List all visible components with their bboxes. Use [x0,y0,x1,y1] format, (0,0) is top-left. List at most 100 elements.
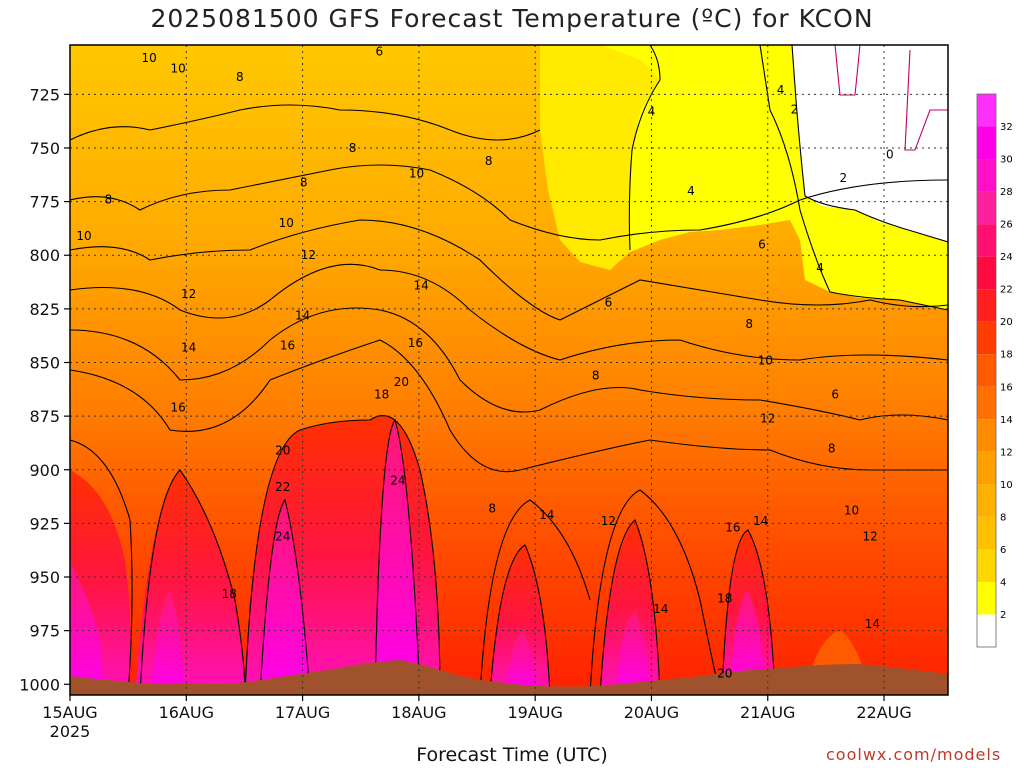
plot-border [69,44,949,696]
isotherm-line [374,418,421,695]
contour-label: 12 [181,287,196,301]
isotherm-line [70,219,948,321]
cool-region-4 [540,45,660,270]
contour-label: 2 [791,102,799,116]
isotherm-line [479,499,591,695]
y-axis: 725 750 775 800 825 850 875 900 925 950 975 1000 [19,85,70,694]
hot-cell-7 [730,590,765,695]
hot-cell-2 [150,590,185,695]
x-tick-label: 22AUG [856,703,911,722]
contour-label: 14 [653,602,668,616]
colorbar-swatch [977,224,996,257]
colorbar-label: 30 [1000,155,1013,166]
colorbar-swatch [977,386,996,420]
isotherm-line [259,498,311,695]
isotherm-line [834,45,948,151]
contour-label: 8 [349,141,357,155]
isotherm-line [489,544,551,695]
hot-cell-4 [375,420,420,695]
isotherm-line [589,489,721,695]
contour-label: 14 [753,514,768,528]
contour-label: 16 [408,336,423,350]
isotherm-line [70,164,948,241]
y-tick-label: 1000 [19,675,60,694]
isotherm-line [70,339,948,473]
y-tick-label: 925 [29,514,60,533]
x-tick-label: 21AUG [740,703,795,722]
plot-field [70,45,948,695]
contour-label: 16 [725,521,740,535]
contour-label: 14 [295,308,310,322]
contour-label: 18 [222,587,237,601]
x-tick-label: 20AUG [624,703,679,722]
contour-label: 8 [300,175,308,189]
contour-label: 8 [592,368,600,382]
isotherm-line [628,45,661,251]
colorbar-label: 28 [1000,187,1013,198]
colorbar-swatch [977,419,996,452]
contour-label: 8 [745,317,753,331]
contour-label: 16 [280,338,295,352]
contour-label: 8 [488,501,496,515]
y-tick-label: 875 [29,407,60,426]
colorbar-label: 6 [1000,545,1006,556]
hot-cell-3 [260,500,310,695]
contour-label: 10 [141,51,156,65]
contour-label: 14 [181,340,196,354]
x-tick-label: 17AUG [275,703,330,722]
contour-label: 0 [886,147,894,161]
terrain [70,660,948,695]
y-tick-label: 750 [29,139,60,158]
colorbar-swatch [977,549,996,582]
contour-label: 24 [390,473,405,487]
y-tick-label: 975 [29,622,60,641]
isotherm-line [70,307,948,421]
colorbar-label: 18 [1000,350,1013,361]
x-tick-year: 2025 [50,722,91,741]
x-tick-label: 16AUG [159,703,214,722]
colorbar-swatch [977,159,996,192]
contour-label: 8 [236,70,244,84]
contour-label: 10 [844,504,859,518]
isotherm-line [70,104,541,141]
hot-cell-5 [505,630,538,695]
colorbar-swatch [977,191,996,225]
colorbar-swatch [977,451,996,485]
colorbar-label: 2 [1000,610,1006,621]
isotherm-line [139,469,246,695]
colorbar-swatch [977,126,996,160]
contour-label: 20 [275,443,290,457]
colorbar-swatch [977,354,996,387]
page-title: 2025081500 GFS Forecast Temperature (ºC)… [150,4,874,33]
contour-label: 12 [601,514,616,528]
colorbar-label: 22 [1000,285,1013,296]
colorbar-label: 26 [1000,220,1013,231]
colorbar-label: 10 [1000,480,1013,491]
colorbar-label: 16 [1000,382,1013,393]
isotherm-line [70,263,948,361]
contour-label: 6 [758,238,766,252]
x-tick-label: 19AUG [507,703,562,722]
contour-label: 16 [171,401,186,415]
contour-label: 18 [374,388,389,402]
x-axis-label: Forecast Time (UTC) [416,744,608,766]
contour-label: 10 [409,167,424,181]
y-tick-label: 900 [29,461,60,480]
colorbar-swatch [977,321,996,355]
colorbar-label: 12 [1000,447,1013,458]
contour-label: 20 [394,375,409,389]
colorbar-swatch [977,484,996,517]
contour-label: 6 [376,44,384,58]
contour-label: 24 [275,529,290,543]
contour-label: 4 [648,105,656,119]
contour-label: 22 [275,480,290,494]
colorbar-label: 32 [1000,122,1013,133]
colorbar-label: 4 [1000,577,1006,588]
isotherm-line [721,529,776,695]
isotherm-line [244,415,441,695]
colorbar-swatch [977,94,996,127]
contour-label: 14 [414,278,429,292]
